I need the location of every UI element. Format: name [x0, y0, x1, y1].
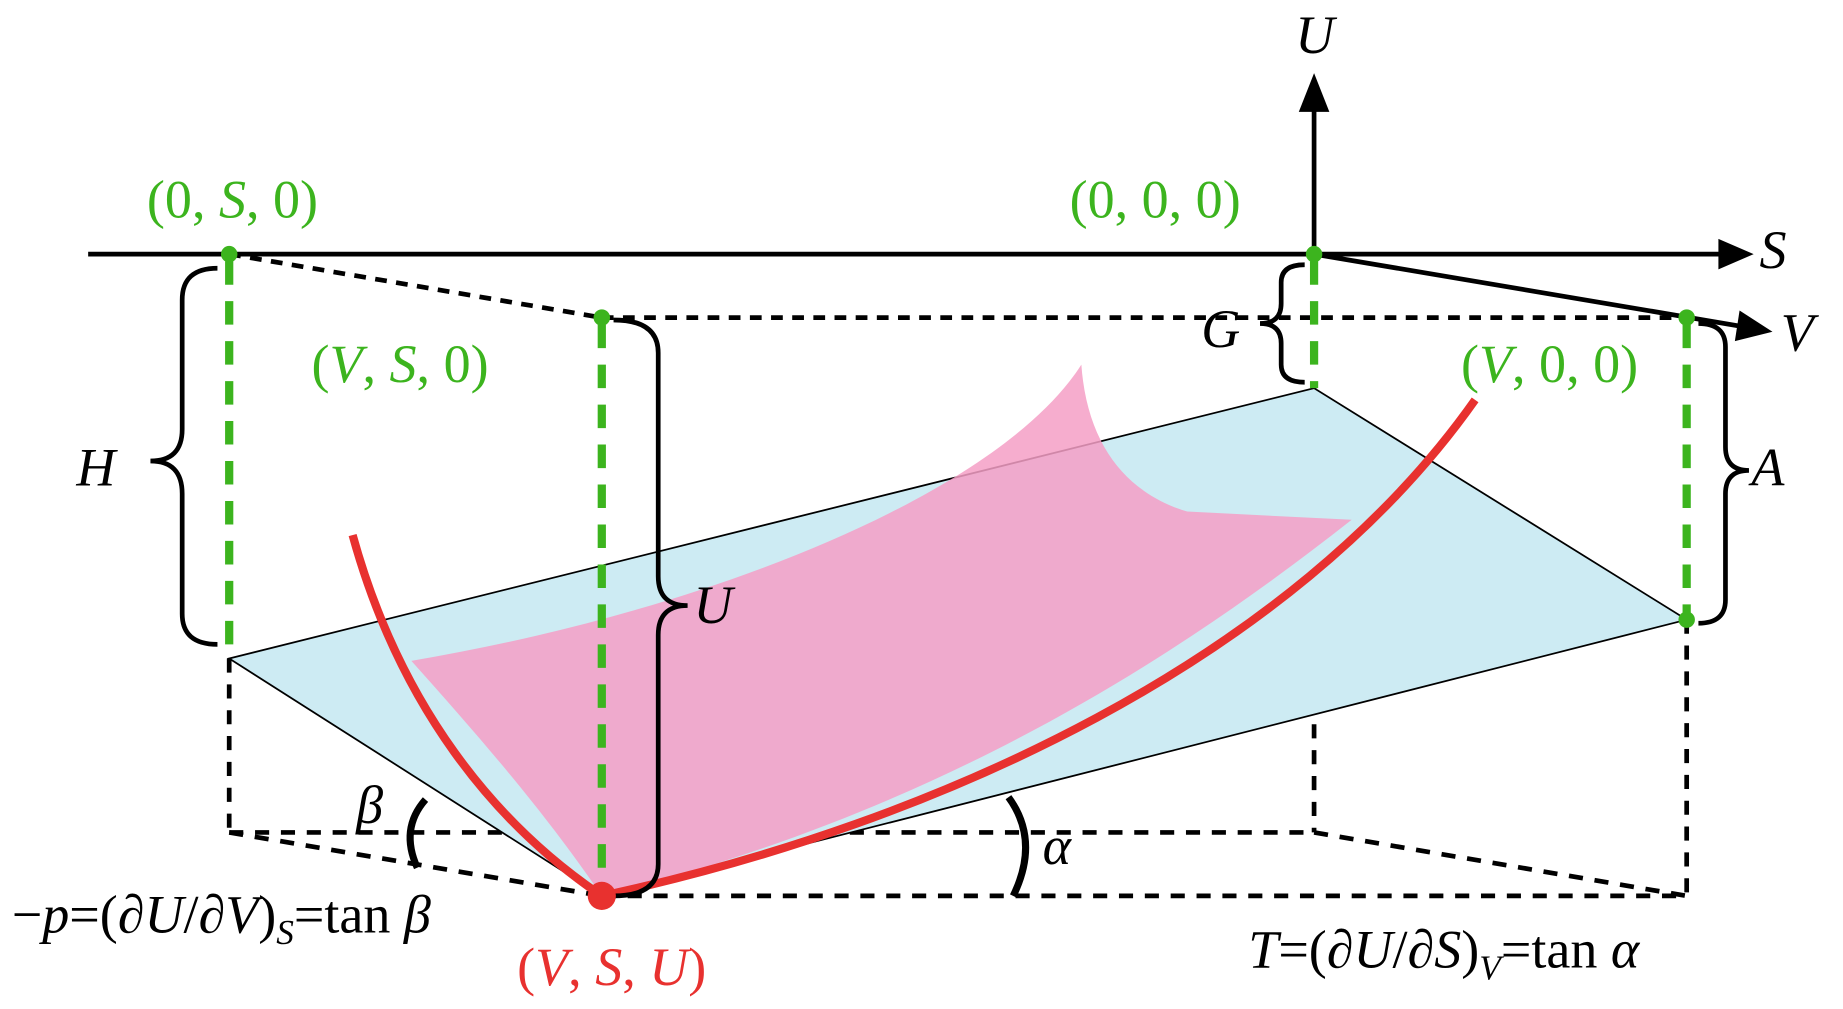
text-part: , 0, 0) — [1512, 334, 1638, 394]
text-part: , — [362, 334, 389, 394]
text-part: S — [595, 937, 622, 997]
axis-label-v: V — [1781, 303, 1820, 363]
state-label: (V, S, U) — [517, 937, 706, 997]
text-part: U — [649, 937, 691, 997]
text-part: S — [390, 334, 417, 394]
text-part: α — [1611, 920, 1641, 980]
points — [220, 245, 1695, 628]
point-label: (0, S, 0) — [147, 170, 318, 230]
text-part: =tan — [1501, 920, 1611, 980]
text-part: ) — [258, 884, 276, 944]
text-part: V — [329, 334, 368, 394]
axis-label-s: S — [1760, 220, 1787, 280]
state-point — [587, 881, 616, 911]
angle-beta-arc — [406, 797, 429, 870]
text-part: =(∂ — [69, 884, 144, 944]
text-part: , — [568, 937, 595, 997]
angle-beta: β — [355, 775, 383, 835]
arrow-v — [1734, 310, 1773, 342]
point-label: (0, 0, 0) — [1070, 170, 1241, 230]
brace-label-g: G — [1201, 299, 1240, 359]
text-part: T — [1248, 920, 1282, 980]
brace-label-u: U — [693, 575, 735, 635]
text-part: V — [1479, 334, 1518, 394]
text-part: ) — [1461, 920, 1479, 980]
text-part: =(∂ — [1278, 920, 1353, 980]
text-part: =tan — [294, 884, 404, 944]
text-part: ( — [1461, 334, 1479, 394]
text-part: ( — [311, 334, 329, 394]
text-part: U — [144, 884, 186, 944]
angle-alpha: α — [1043, 816, 1073, 876]
arrow-s — [1718, 238, 1754, 270]
text-part: S — [219, 170, 246, 230]
text-part: , — [622, 937, 649, 997]
text-part: /∂ — [1393, 920, 1435, 980]
brace-label-a: A — [1748, 438, 1785, 498]
text-part: S — [276, 913, 294, 952]
text-part: S — [1434, 920, 1461, 980]
point-label: (V, S, 0) — [311, 334, 488, 394]
brace-label-h: H — [75, 438, 118, 498]
axes — [88, 100, 1746, 330]
text-part: V — [1479, 948, 1504, 987]
axis-label-u: U — [1295, 5, 1337, 65]
text-part: /∂ — [183, 884, 225, 944]
arrow-u — [1298, 73, 1330, 112]
text-part: , 0) — [246, 170, 318, 230]
upper-guides — [228, 251, 1687, 320]
point-label: (V, 0, 0) — [1461, 334, 1638, 394]
text-part: (0, — [147, 170, 219, 230]
text-part: (0, 0, 0) — [1070, 170, 1241, 230]
text-part: ) — [688, 937, 706, 997]
angle-alpha-arc — [1005, 795, 1030, 898]
curve-constant-s — [348, 533, 605, 900]
pressure-formula: −p=(∂U/∂V)S=tan β — [12, 884, 431, 952]
text-part: U — [1354, 920, 1396, 980]
text-part: β — [403, 884, 431, 944]
text-part: − — [12, 884, 42, 944]
energy-surface — [411, 364, 1352, 896]
text-part: V — [535, 937, 574, 997]
projections — [225, 261, 1691, 888]
text-part: V — [225, 884, 264, 944]
curve-constant-v — [600, 397, 1479, 900]
text-part: , 0) — [417, 334, 489, 394]
text-part: p — [38, 884, 69, 944]
text-part: ( — [517, 937, 535, 997]
temperature-formula: T=(∂U/∂S)V=tan α — [1248, 920, 1641, 988]
